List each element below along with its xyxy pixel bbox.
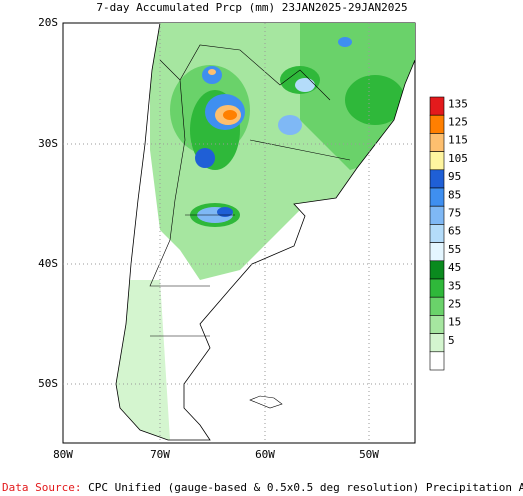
source-text: CPC Unified (gauge-based & 0.5x0.5 deg r… bbox=[88, 481, 523, 494]
color-box bbox=[429, 96, 445, 116]
footer: Data Source: CPC Unified (gauge-based & … bbox=[2, 481, 523, 494]
color-box bbox=[429, 278, 445, 298]
lon-label: 50W bbox=[359, 448, 379, 461]
color-box bbox=[429, 315, 445, 334]
color-label: 25 bbox=[448, 297, 461, 310]
color-label: 95 bbox=[448, 170, 461, 183]
color-box bbox=[429, 224, 445, 243]
color-label: 5 bbox=[448, 334, 455, 347]
lat-label: 20S bbox=[38, 16, 58, 29]
color-label: 125 bbox=[448, 115, 468, 128]
color-label: 55 bbox=[448, 243, 461, 256]
map: 20S 30S 40S 50S 80W 70W 60W 50W bbox=[38, 16, 416, 461]
color-label: 105 bbox=[448, 152, 468, 165]
color-box bbox=[429, 242, 445, 262]
color-box bbox=[429, 205, 445, 225]
lon-label: 70W bbox=[150, 448, 170, 461]
color-label: 15 bbox=[448, 316, 461, 329]
color-box bbox=[429, 333, 445, 353]
color-label: 65 bbox=[448, 225, 461, 238]
source-label: Data Source: bbox=[2, 481, 81, 494]
lon-label: 80W bbox=[53, 448, 73, 461]
color-label: 45 bbox=[448, 261, 461, 274]
lat-label: 30S bbox=[38, 137, 58, 150]
color-box bbox=[429, 114, 445, 134]
color-label: 85 bbox=[448, 188, 461, 201]
colorbar: 135 125 115 105 95 85 75 65 55 45 35 25 15 5 bbox=[429, 96, 468, 371]
color-label: 115 bbox=[448, 134, 468, 147]
color-box bbox=[429, 151, 445, 171]
color-box bbox=[429, 351, 445, 371]
lat-label: 50S bbox=[38, 377, 58, 390]
color-box bbox=[429, 296, 445, 316]
color-box bbox=[429, 169, 445, 189]
title: 7-day Accumulated Prcp (mm) 23JAN2025-29… bbox=[96, 1, 407, 14]
color-label: 75 bbox=[448, 206, 461, 219]
color-label: 35 bbox=[448, 279, 461, 292]
color-box bbox=[429, 133, 445, 152]
lon-label: 60W bbox=[255, 448, 275, 461]
color-box bbox=[429, 260, 445, 280]
color-box bbox=[429, 187, 445, 207]
color-label: 135 bbox=[448, 97, 468, 110]
lat-label: 40S bbox=[38, 257, 58, 270]
